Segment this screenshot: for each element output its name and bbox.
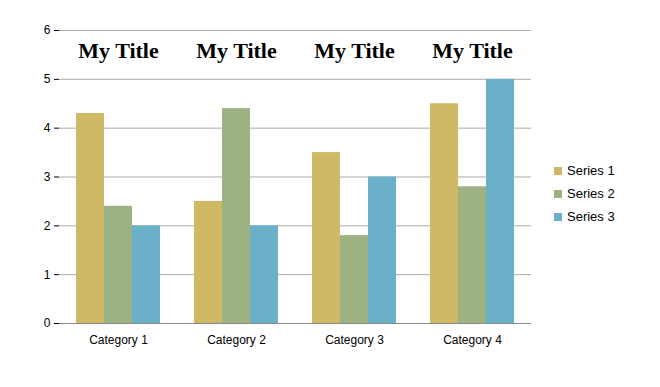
svg-text:Category 1: Category 1	[89, 333, 148, 347]
svg-text:2: 2	[44, 219, 51, 233]
svg-text:3: 3	[44, 170, 51, 184]
svg-text:5: 5	[44, 72, 51, 86]
svg-text:1: 1	[44, 268, 51, 282]
html-text:Series 2: Series 2	[567, 186, 615, 201]
svg-text:Category 4: Category 4	[443, 333, 502, 347]
svg-text:6: 6	[44, 23, 51, 37]
html-text:Series 3: Series 3	[567, 209, 615, 224]
svg-text:Category 2: Category 2	[207, 333, 266, 347]
html-text:Series 1: Series 1	[567, 163, 615, 178]
svg-text:Category 3: Category 3	[325, 333, 384, 347]
svg-text:0: 0	[44, 316, 51, 330]
svg-text:My Title: My Title	[78, 38, 159, 63]
svg-text:4: 4	[44, 121, 51, 135]
svg-text:My Title: My Title	[314, 38, 395, 63]
svg-text:My Title: My Title	[196, 38, 277, 63]
svg-text:My Title: My Title	[432, 38, 513, 63]
